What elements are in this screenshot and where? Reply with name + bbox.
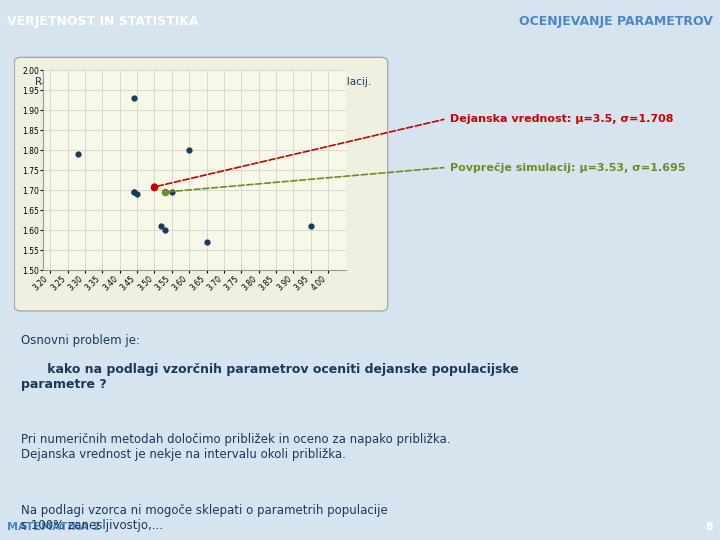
Point: [305, 222, 317, 231]
Point: [156, 222, 167, 231]
Point: [128, 94, 140, 103]
Point: [159, 226, 171, 234]
Point: [159, 188, 171, 197]
Point: [72, 150, 84, 158]
Point: [201, 238, 212, 246]
Text: Osnovni problem je:: Osnovni problem je:: [22, 334, 140, 347]
Point: [148, 182, 160, 191]
Point: [131, 190, 143, 198]
Text: 8: 8: [705, 522, 713, 531]
Point: [128, 188, 140, 197]
Point: [166, 188, 178, 197]
Text: Pri numeričnih metodah določimo približek in oceno za napako približka.
Dejanska: Pri numeričnih metodah določimo približe…: [22, 433, 451, 461]
Point: [148, 183, 160, 191]
Text: Razsevni diagram za povprečja in standardne odklone simulacij.: Razsevni diagram za povprečja in standar…: [35, 76, 372, 86]
Point: [184, 146, 195, 154]
Text: kako na podlagi vzorčnih parametrov oceniti dejanske populacijske
parametre ?: kako na podlagi vzorčnih parametrov ocen…: [22, 363, 519, 390]
Text: OCENJEVANJE PARAMETROV: OCENJEVANJE PARAMETROV: [519, 15, 713, 28]
FancyBboxPatch shape: [14, 57, 387, 311]
Text: Povprečje simulacij: μ=3.53, σ=1.695: Povprečje simulacij: μ=3.53, σ=1.695: [450, 162, 685, 173]
Point: [128, 188, 140, 197]
Text: Na podlagi vzorca ni mogoče sklepati o parametrih populacije
s 100% zanesljivost: Na podlagi vzorca ni mogoče sklepati o p…: [22, 504, 388, 531]
Text: Dejanska vrednost: μ=3.5, σ=1.708: Dejanska vrednost: μ=3.5, σ=1.708: [450, 114, 673, 124]
Text: MATEMATIKA 2: MATEMATIKA 2: [7, 522, 101, 531]
Text: VERJETNOST IN STATISTIKA: VERJETNOST IN STATISTIKA: [7, 15, 199, 28]
